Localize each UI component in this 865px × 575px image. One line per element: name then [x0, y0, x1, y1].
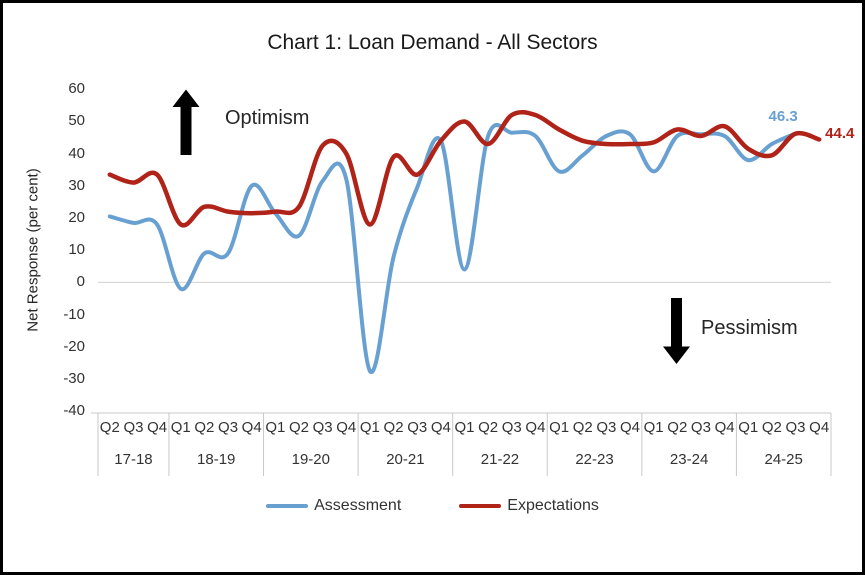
legend-label-assessment: Assessment	[314, 497, 402, 514]
assessment-end-value: 46.3	[768, 108, 798, 126]
x-tick-quarter: Q2	[194, 419, 215, 436]
y-tick-label: 10	[68, 241, 85, 259]
legend-item-assessment: Assessment	[266, 497, 401, 515]
x-tick-quarter: Q4	[809, 419, 830, 436]
legend-item-expectations: Expectations	[459, 497, 599, 515]
expectations-line-swatch-icon	[459, 504, 502, 508]
expectations-end-value: 44.4	[825, 125, 855, 143]
x-tick-year: 20-21	[386, 451, 425, 468]
x-tick-quarter: Q1	[265, 419, 286, 436]
x-tick-quarter: Q3	[123, 419, 144, 436]
x-tick-quarter: Q3	[785, 419, 806, 436]
x-tick-quarter: Q2	[667, 419, 688, 436]
x-tick-quarter: Q1	[549, 419, 570, 436]
x-tick-year: 18-19	[197, 451, 236, 468]
x-tick-year: 21-22	[480, 451, 520, 468]
legend-label-expectations: Expectations	[507, 497, 599, 514]
pessimism-down-arrow-icon	[663, 298, 690, 364]
x-tick-quarter: Q1	[359, 419, 380, 436]
x-tick-quarter: Q4	[620, 419, 641, 436]
y-tick-label: 40	[68, 144, 85, 162]
legend: Assessment Expectations	[3, 497, 862, 515]
y-tick-label: -10	[63, 305, 85, 323]
x-tick-quarter: Q4	[336, 419, 357, 436]
x-tick-year: 19-20	[291, 451, 330, 468]
x-tick-quarter: Q4	[241, 419, 262, 436]
x-tick-quarter: Q3	[312, 419, 333, 436]
chart-title: Chart 1: Loan Demand - All Sectors	[267, 31, 598, 54]
x-tick-quarter: Q2	[99, 419, 120, 436]
x-tick-quarter: Q1	[170, 419, 191, 436]
x-tick-quarter: Q3	[501, 419, 522, 436]
x-tick-quarter: Q2	[288, 419, 309, 436]
y-tick-label: 30	[68, 176, 85, 194]
x-tick-quarter: Q4	[714, 419, 735, 436]
x-tick-quarter: Q1	[454, 419, 475, 436]
y-tick-label: -30	[63, 369, 85, 387]
expectations-line	[107, 110, 822, 228]
x-tick-quarter: Q2	[572, 419, 593, 436]
x-tick-quarter: Q1	[738, 419, 759, 436]
y-tick-label: 0	[76, 273, 85, 291]
x-tick-year: 22-23	[575, 451, 614, 468]
x-tick-quarter: Q4	[430, 419, 451, 436]
y-tick-label: 20	[68, 209, 85, 227]
assessment-line	[107, 123, 798, 374]
x-tick-year: 23-24	[669, 451, 709, 468]
x-tick-quarter: Q1	[643, 419, 664, 436]
x-tick-quarter: Q3	[218, 419, 239, 436]
x-tick-quarter: Q2	[383, 419, 404, 436]
x-tick-quarter: Q3	[596, 419, 617, 436]
x-tick-quarter: Q4	[147, 419, 168, 436]
x-tick-quarter: Q3	[690, 419, 711, 436]
x-tick-year: 24-25	[764, 451, 803, 468]
pessimism-label: Pessimism	[701, 317, 798, 339]
x-tick-quarter: Q3	[407, 419, 428, 436]
y-tick-label: -20	[63, 337, 85, 355]
y-tick-label: -40	[63, 402, 85, 420]
chart-canvas	[91, 89, 832, 476]
x-tick-quarter: Q2	[478, 419, 499, 436]
x-tick-quarter: Q4	[525, 419, 546, 436]
optimism-up-arrow-icon	[172, 89, 200, 155]
assessment-line-swatch-icon	[266, 504, 309, 508]
optimism-label: Optimism	[225, 107, 310, 129]
y-tick-label: 50	[68, 112, 85, 130]
x-tick-quarter: Q2	[761, 419, 782, 436]
y-tick-label: 60	[68, 80, 85, 98]
x-tick-year: 17-18	[114, 451, 153, 468]
